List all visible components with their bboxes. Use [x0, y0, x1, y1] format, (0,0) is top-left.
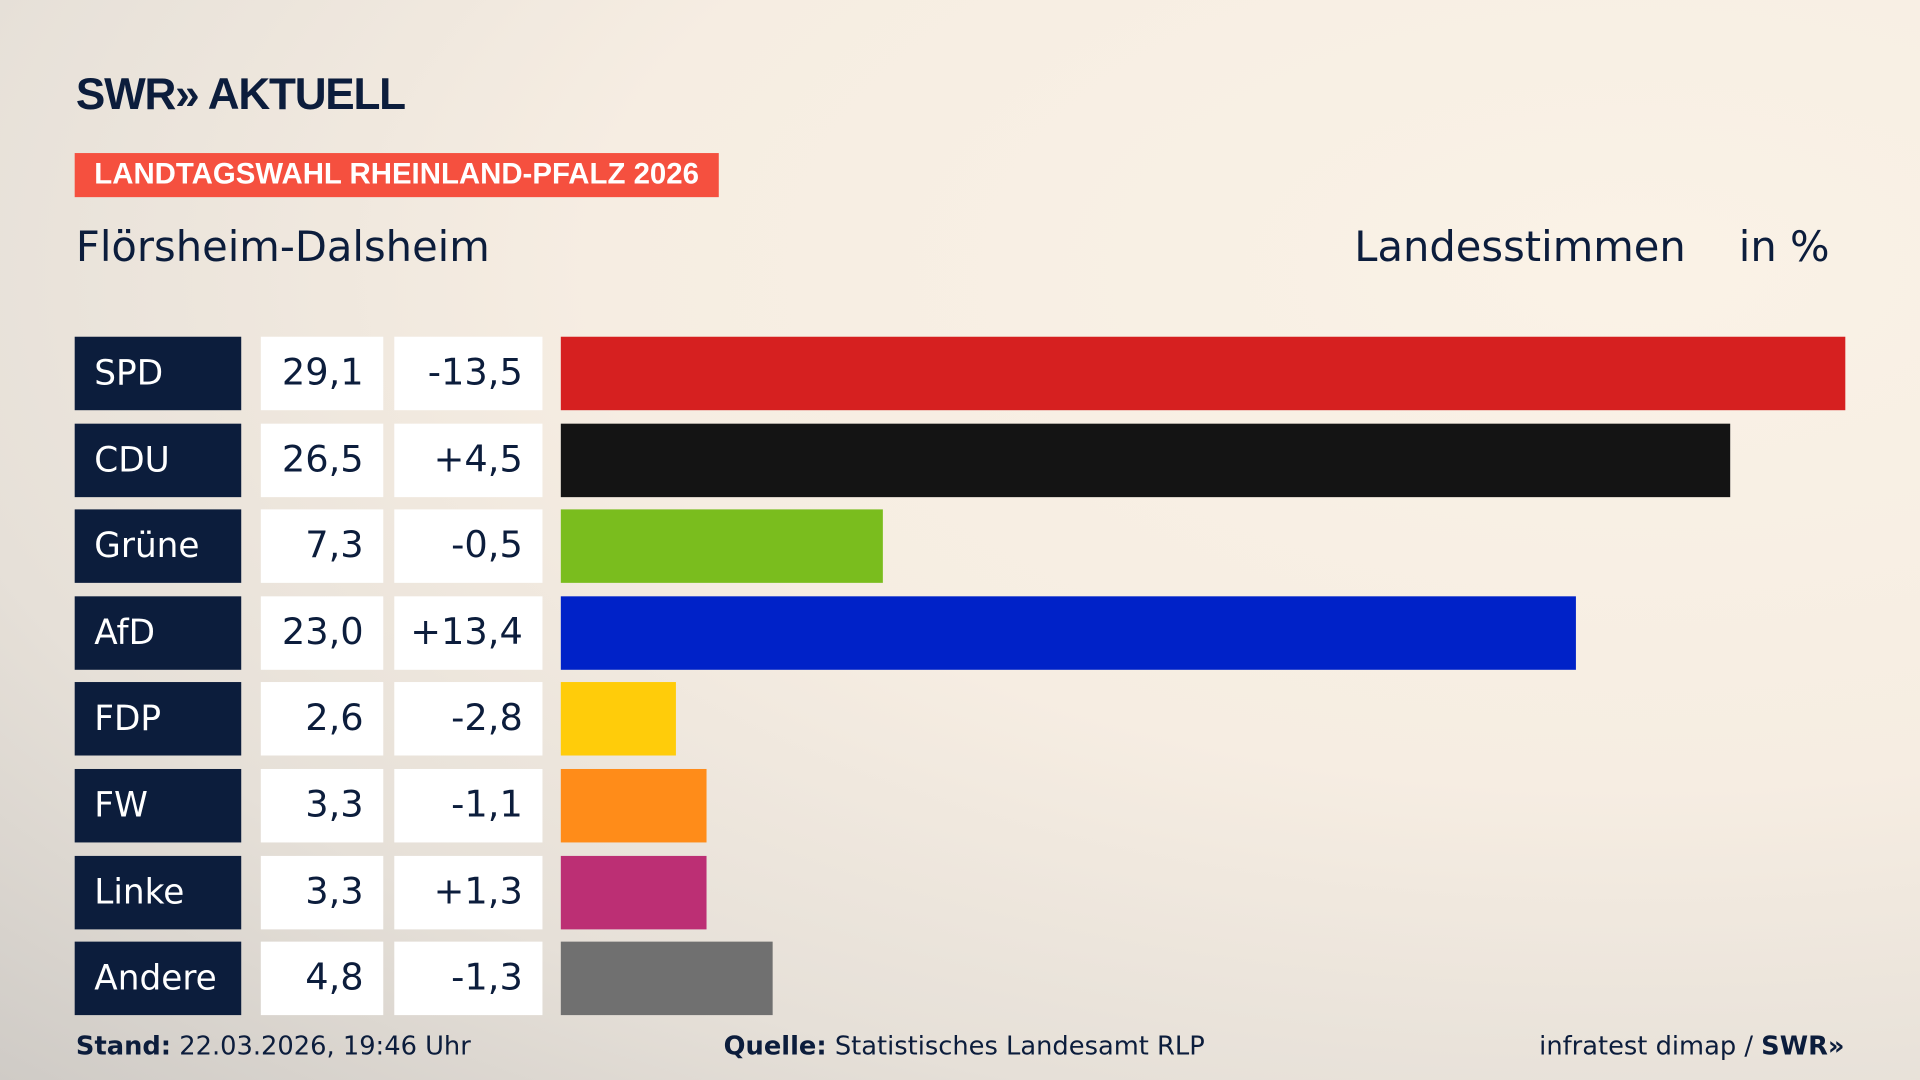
party-label: AfD	[74, 596, 242, 670]
source-text: Quelle: Statistisches Landesamt RLP	[724, 1031, 1205, 1060]
change-label: -1,1	[394, 768, 543, 843]
source-label: Quelle:	[723, 1031, 827, 1061]
bar	[560, 855, 707, 929]
credit-text: infratest dimap / SWR»	[1539, 1031, 1844, 1060]
party-label: CDU	[74, 423, 242, 497]
value-label: 3,3	[260, 855, 384, 929]
change-label: +13,4	[394, 596, 543, 670]
bar	[560, 768, 707, 843]
party-label: Linke	[74, 855, 242, 929]
stand-label: Stand:	[75, 1031, 172, 1061]
bar	[560, 596, 1577, 670]
election-banner: LANDTAGSWAHL RHEINLAND-PFALZ 2026	[74, 153, 719, 198]
bar	[560, 682, 676, 756]
value-label: 7,3	[260, 509, 384, 584]
source-value: Statistisches Landesamt RLP	[826, 1031, 1205, 1061]
bar	[560, 941, 773, 1016]
value-label: 2,6	[260, 682, 384, 756]
place-title: Flörsheim-Dalsheim	[75, 222, 490, 272]
change-label: -1,3	[394, 941, 543, 1016]
swr-aktuell-logo: SWR» AKTUELL	[75, 68, 406, 119]
value-label: 29,1	[260, 336, 384, 411]
change-label: -2,8	[394, 682, 543, 756]
party-label: Grüne	[74, 509, 242, 584]
swr-logo: SWR»	[1761, 1031, 1845, 1061]
change-label: +1,3	[394, 855, 543, 929]
value-label: 4,8	[260, 941, 384, 1016]
stand-value: 22.03.2026, 19:46 Uhr	[171, 1031, 471, 1061]
party-label: SPD	[74, 336, 242, 411]
change-label: +4,5	[394, 423, 543, 497]
party-label: FW	[74, 768, 242, 843]
bar	[560, 509, 884, 584]
measure-label: Landesstimmen	[1354, 222, 1686, 272]
change-label: -0,5	[394, 509, 543, 584]
party-label: FDP	[74, 682, 242, 756]
value-label: 3,3	[260, 768, 384, 843]
bar	[560, 336, 1846, 411]
unit-label: in %	[1738, 222, 1830, 272]
credit: infratest dimap /	[1539, 1031, 1762, 1061]
value-label: 26,5	[260, 423, 384, 497]
stand-text: Stand: 22.03.2026, 19:46 Uhr	[76, 1031, 471, 1060]
bar	[560, 423, 1731, 497]
value-label: 23,0	[260, 596, 384, 670]
party-label: Andere	[74, 941, 242, 1016]
change-label: -13,5	[394, 336, 543, 411]
